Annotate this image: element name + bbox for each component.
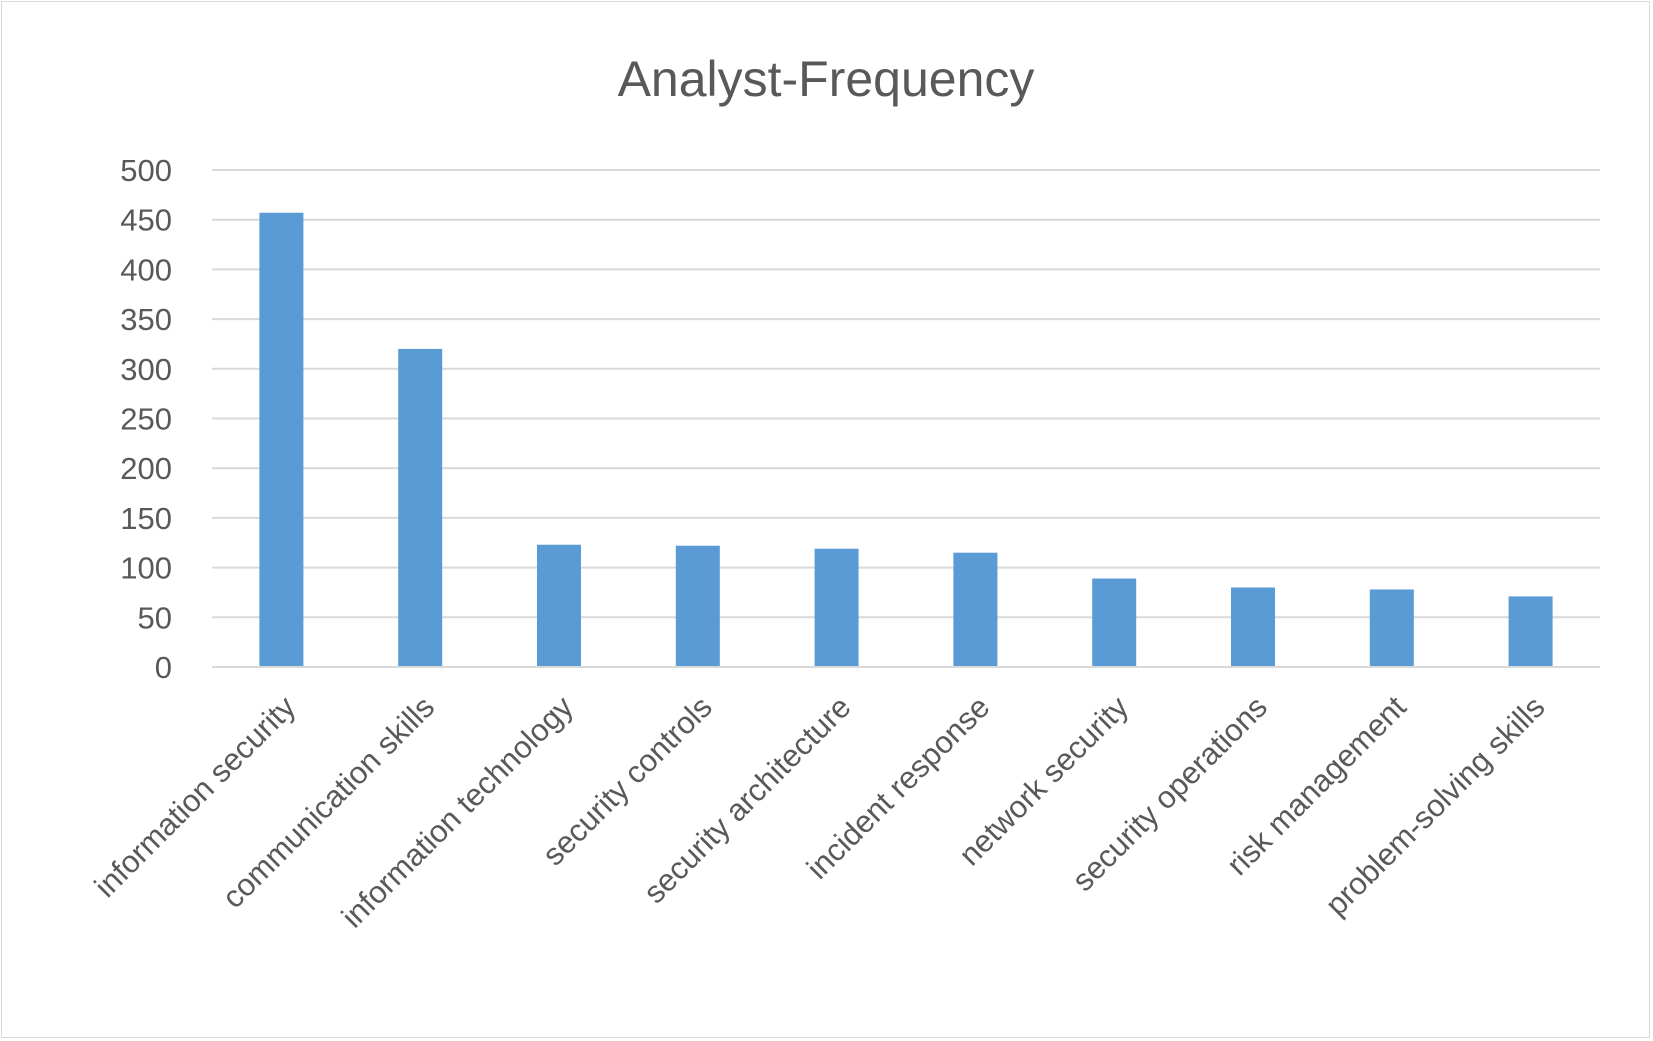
gridlines — [212, 169, 1600, 619]
bar — [259, 212, 304, 667]
bar — [814, 548, 859, 667]
x-tick-label: information technology — [335, 689, 581, 935]
bar — [1508, 596, 1553, 667]
bar — [1369, 589, 1414, 667]
y-tick-label: 450 — [120, 203, 172, 238]
bars — [259, 212, 1553, 667]
y-tick-label: 350 — [120, 302, 172, 337]
bar — [953, 552, 998, 667]
y-tick-label: 500 — [120, 153, 172, 188]
y-tick-label: 150 — [120, 501, 172, 536]
y-tick-label: 300 — [120, 352, 172, 387]
y-tick-label: 100 — [120, 551, 172, 586]
chart-title: Analyst-Frequency — [618, 51, 1035, 107]
bar — [537, 544, 581, 667]
y-tick-label: 250 — [120, 402, 172, 437]
y-axis-ticks: 0 50 100 150 200 250 300 350 400 450 500 — [120, 153, 172, 685]
y-tick-label: 200 — [120, 451, 172, 486]
y-tick-label: 0 — [155, 650, 172, 685]
y-tick-label: 400 — [120, 252, 172, 287]
bar — [675, 545, 720, 667]
y-tick-label: 50 — [138, 600, 172, 635]
bar — [1231, 587, 1275, 667]
bar — [398, 348, 443, 667]
bar — [1092, 578, 1137, 667]
